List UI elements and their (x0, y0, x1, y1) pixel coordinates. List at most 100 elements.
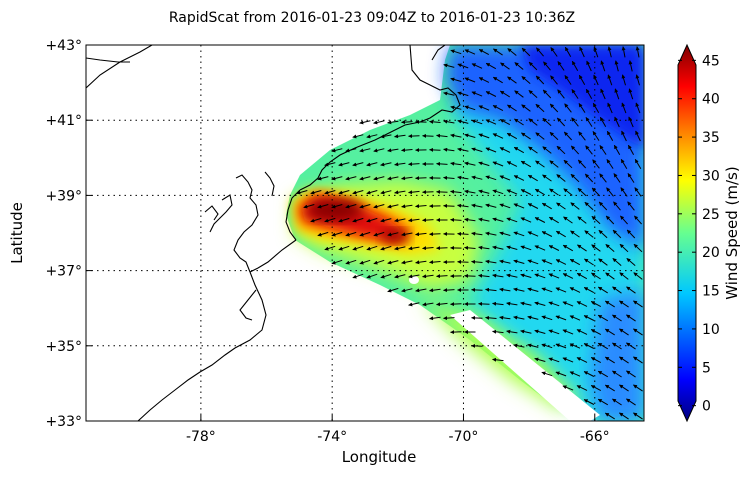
wind-vector-arrow (613, 201, 621, 211)
wind-vector-arrow (471, 203, 483, 208)
wind-vector-arrow (394, 162, 406, 167)
wind-vector-arrow (541, 231, 553, 237)
wind-vector-arrow (394, 190, 406, 195)
map-area (85, 44, 645, 422)
wind-vector-arrow (555, 287, 567, 293)
wind-vector-arrow (499, 175, 511, 181)
wind-vector-arrow (359, 204, 371, 209)
wind-vector-arrow (373, 120, 385, 125)
wind-vector-arrow (578, 103, 586, 113)
wind-vector-arrow (345, 231, 357, 237)
wind-vector-arrow (548, 245, 560, 251)
wind-vector-arrow (359, 148, 371, 153)
wind-vector-arrow (527, 231, 539, 237)
wind-vector-arrow (556, 117, 566, 127)
wind-vector-arrow (324, 217, 336, 223)
wind-vector-arrow (471, 175, 483, 180)
swath-darkred (307, 199, 363, 221)
lon-tick-label: -78° (186, 429, 216, 445)
wind-vector-arrow (499, 231, 511, 236)
wind-vector-arrow (549, 131, 559, 141)
wind-vector-arrow (429, 260, 441, 265)
wind-vector-arrow (619, 300, 629, 308)
wind-vector-arrow (478, 105, 490, 111)
wind-vector-arrow (548, 216, 559, 224)
wind-vector-arrow (485, 315, 497, 320)
wind-vector-arrow (352, 190, 364, 195)
wind-vector-arrow (599, 173, 607, 183)
wind-vector-arrow (500, 62, 510, 70)
wind-vector-arrow (485, 231, 497, 236)
wind-vector-arrow (345, 148, 357, 153)
wind-vector-arrow (401, 260, 413, 265)
wind-vector-arrow (436, 161, 448, 166)
wind-vector-arrow (528, 90, 538, 98)
wind-vector-arrow (555, 343, 567, 349)
wind-vector-arrow (493, 48, 503, 56)
wind-vector-arrow (635, 46, 640, 58)
wind-vector-arrow (478, 161, 490, 167)
wind-vector-arrow (387, 176, 399, 181)
wind-vector-arrow (387, 204, 399, 209)
wind-vector-arrow (598, 201, 608, 211)
wind-vector-arrow (548, 301, 560, 307)
wind-vector-arrow (450, 302, 462, 307)
wind-vector-arrow (612, 398, 622, 406)
wind-vector-arrow (634, 158, 642, 169)
wind-vector-arrow (541, 343, 553, 349)
wind-vector-arrow (499, 287, 511, 292)
wind-vector-arrow (443, 147, 455, 152)
wind-vector-arrow (534, 273, 546, 279)
swath-blue-south (590, 290, 644, 421)
wind-vector-arrow (570, 173, 580, 183)
wind-vector-arrow (628, 116, 634, 128)
wind-vector-arrow (331, 176, 343, 181)
wind-vector-arrow (506, 301, 518, 306)
wind-vector-arrow (401, 176, 413, 181)
wind-vector-arrow (415, 288, 427, 293)
lat-tick-label: +41° (45, 113, 82, 129)
wind-vector-arrow (576, 385, 588, 391)
wind-vector-arrow (626, 258, 636, 266)
wind-vector-arrow (415, 232, 427, 237)
wind-vector-arrow (599, 116, 607, 128)
wind-vector-arrow (450, 133, 462, 138)
wind-vector-arrow (499, 315, 511, 320)
wind-vector-arrow (464, 49, 476, 55)
wind-vector-arrow (634, 187, 642, 197)
wind-vector-arrow (521, 104, 531, 112)
wind-vector-arrow (478, 77, 490, 83)
wind-vector-arrow (387, 260, 399, 265)
wind-vector-arrow (621, 46, 626, 58)
wind-vector-arrow (464, 189, 476, 194)
wind-vector-arrow (506, 132, 518, 140)
wind-vector-arrow (520, 273, 532, 278)
wind-vector-arrow (310, 190, 322, 195)
wind-vector-arrow (506, 273, 518, 278)
wind-vector-arrow (534, 329, 546, 334)
wind-vector-arrow (429, 232, 441, 237)
wind-vector-arrow (478, 48, 490, 56)
wind-vector-arrow (614, 88, 620, 100)
wind-vector-arrow (633, 412, 643, 420)
wind-vector-arrow (535, 160, 545, 168)
wind-vector-arrow (605, 244, 615, 252)
wind-vector-arrow (627, 201, 635, 211)
wind-vector-arrow (535, 75, 545, 85)
wind-vector-arrow (492, 329, 504, 334)
wind-vector-arrow (597, 314, 609, 322)
wind-vector-arrow (359, 176, 371, 181)
wind-vector-arrow (521, 132, 531, 140)
wind-vector-arrow (571, 60, 579, 72)
wind-vector-arrow (635, 102, 641, 114)
wind-vector-arrow (338, 245, 350, 251)
wind-vector-arrow (570, 202, 580, 210)
wind-vector-arrow (401, 288, 413, 293)
wind-vector-arrow (584, 258, 594, 266)
wind-vector-arrow (408, 302, 420, 307)
wind-vector-arrow (373, 176, 385, 181)
wind-vector-arrow (457, 91, 469, 97)
lat-tick-label: +39° (45, 188, 82, 204)
wind-vector-arrow (614, 116, 620, 128)
wind-vector-arrow (429, 288, 441, 293)
